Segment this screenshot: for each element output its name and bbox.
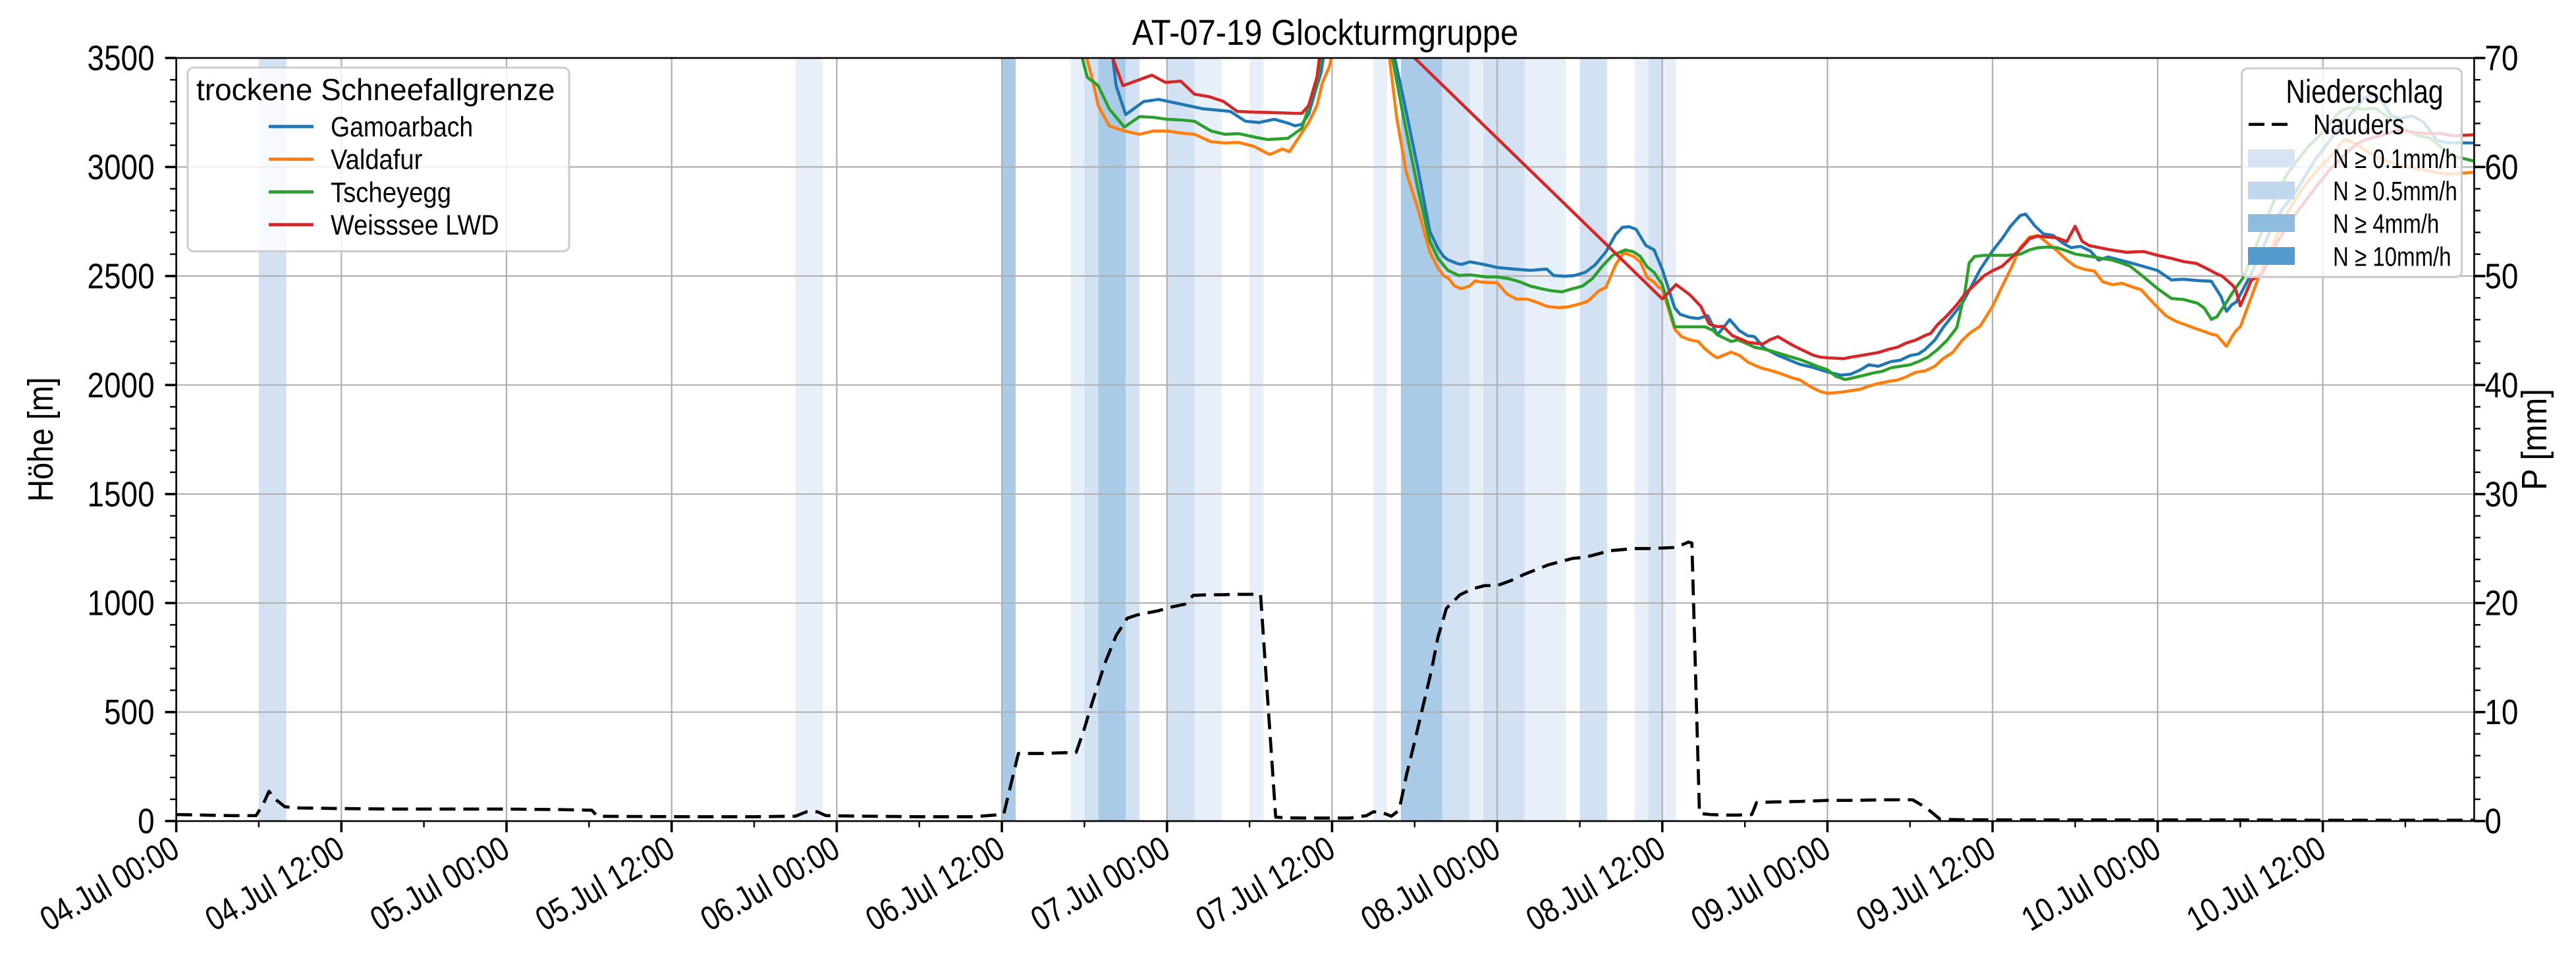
svg-text:0: 0 xyxy=(138,802,155,841)
svg-text:N ≥ 0.5mm/h: N ≥ 0.5mm/h xyxy=(2333,176,2457,206)
svg-text:500: 500 xyxy=(104,693,155,732)
svg-text:70: 70 xyxy=(2484,39,2518,78)
svg-text:20: 20 xyxy=(2484,584,2518,623)
svg-text:1000: 1000 xyxy=(88,584,155,623)
svg-text:N ≥ 10mm/h: N ≥ 10mm/h xyxy=(2333,242,2452,272)
svg-text:Valdafur: Valdafur xyxy=(331,144,422,176)
svg-text:Niederschlag: Niederschlag xyxy=(2286,73,2443,110)
svg-text:30: 30 xyxy=(2484,474,2518,514)
svg-text:3500: 3500 xyxy=(88,39,155,78)
svg-text:1500: 1500 xyxy=(88,474,155,514)
svg-text:50: 50 xyxy=(2484,256,2518,296)
svg-text:2500: 2500 xyxy=(88,256,155,296)
svg-text:10: 10 xyxy=(2484,693,2518,732)
svg-text:P [mm]: P [mm] xyxy=(2515,389,2554,490)
svg-text:AT-07-19 Glockturmgruppe: AT-07-19 Glockturmgruppe xyxy=(1132,12,1518,53)
svg-text:Gamoarbach: Gamoarbach xyxy=(331,111,473,143)
svg-text:Tscheyegg: Tscheyegg xyxy=(331,177,451,208)
svg-text:40: 40 xyxy=(2484,366,2518,405)
svg-text:Nauders: Nauders xyxy=(2313,109,2404,141)
svg-text:N ≥ 0.1mm/h: N ≥ 0.1mm/h xyxy=(2333,144,2457,174)
svg-text:3000: 3000 xyxy=(88,148,155,187)
svg-text:60: 60 xyxy=(2484,148,2518,187)
svg-text:N ≥ 4mm/h: N ≥ 4mm/h xyxy=(2333,209,2439,239)
svg-text:Höhe [m]: Höhe [m] xyxy=(21,377,61,501)
svg-text:trockene Schneefallgrenze: trockene Schneefallgrenze xyxy=(196,72,555,107)
svg-text:Weisssee LWD: Weisssee LWD xyxy=(331,210,499,241)
svg-text:0: 0 xyxy=(2484,802,2502,841)
svg-text:2000: 2000 xyxy=(88,366,155,405)
